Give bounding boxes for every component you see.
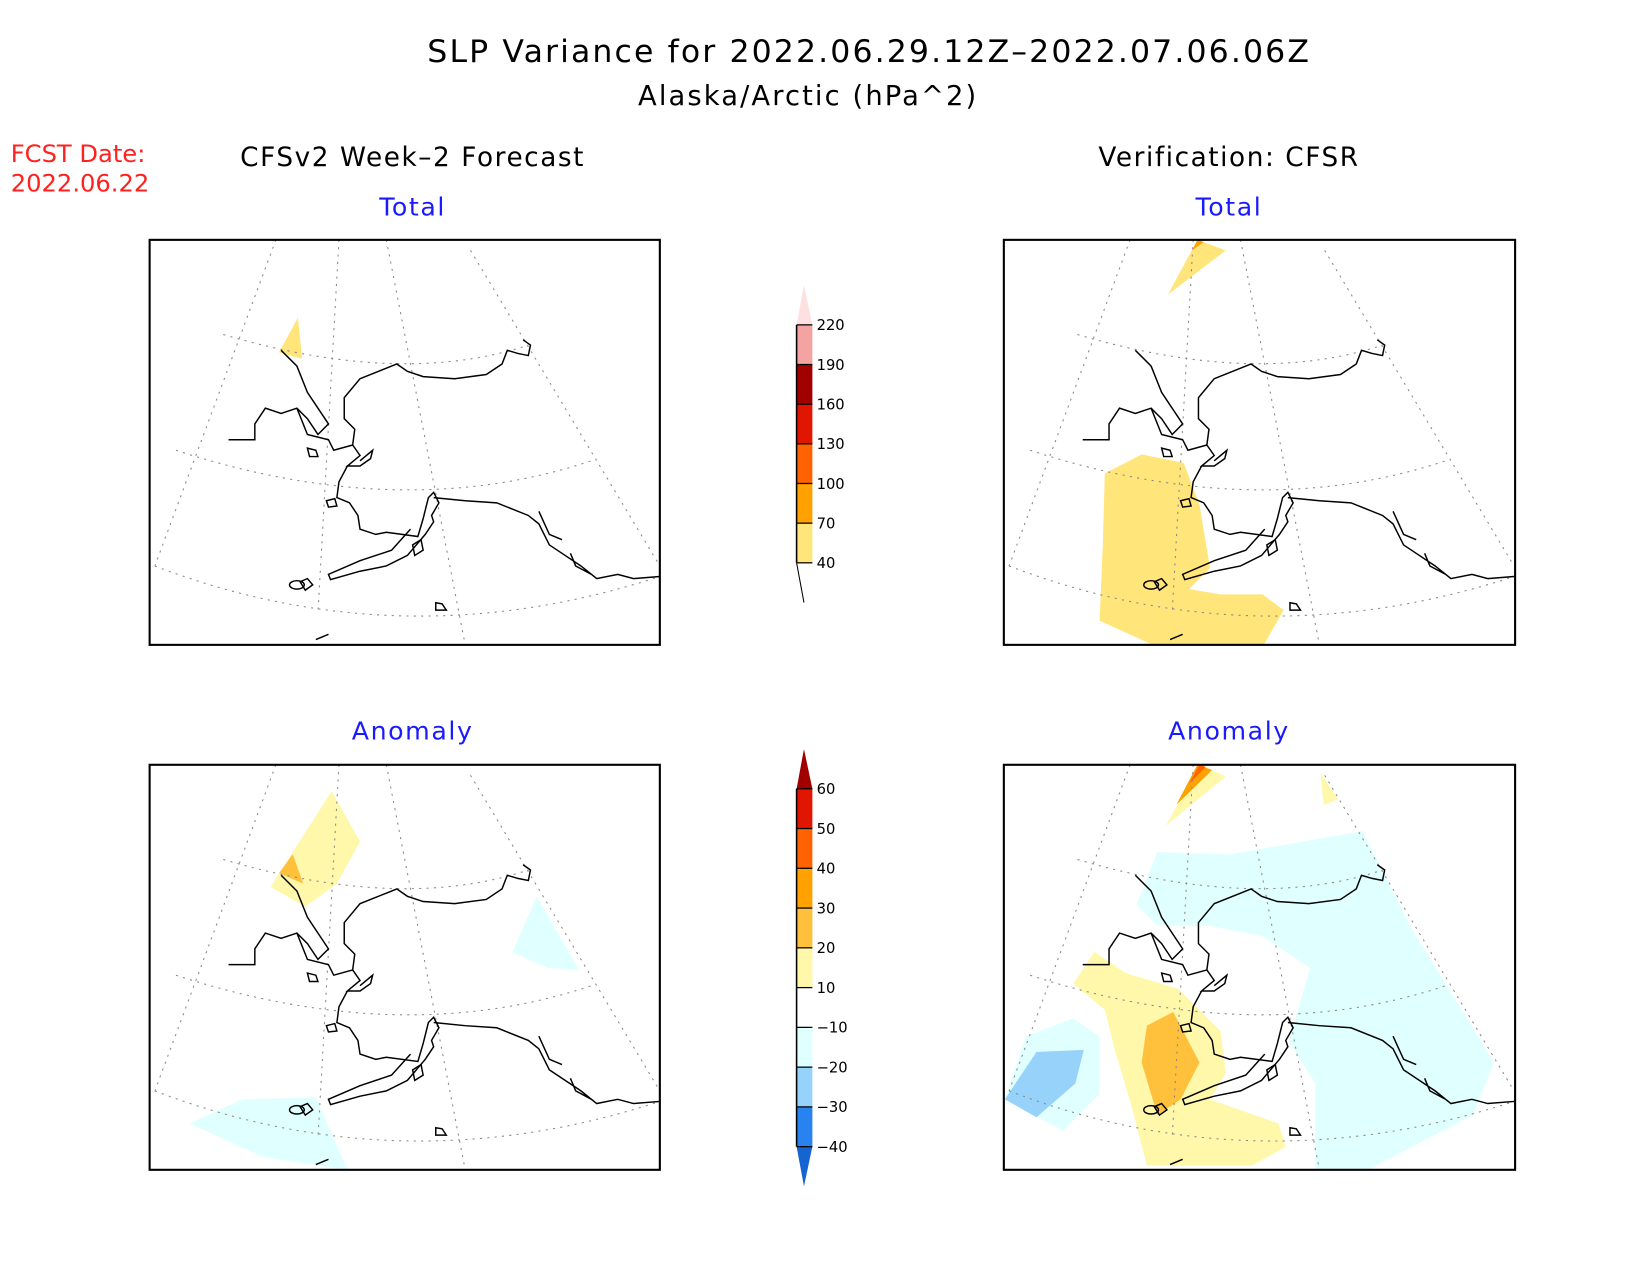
fill-10-20: [1320, 773, 1339, 805]
map-frame: [1002, 763, 1517, 1171]
colorbar-bottom-triangle: [796, 1146, 813, 1187]
total-colorbar: 40 70 100 130 160 190 220: [795, 285, 845, 603]
fill-70-100: [1192, 239, 1204, 251]
colorbar-tick-label: 130: [817, 436, 845, 453]
colorbar-top-triangle: [796, 285, 813, 325]
forecast-anomaly-title: Anomaly: [352, 717, 474, 746]
colorbar-segment: [796, 1067, 813, 1107]
colorbar-segment: [796, 443, 813, 484]
colorbar-tick-label: −30: [817, 1099, 848, 1116]
colorbar-tick-label: 30: [817, 900, 836, 917]
anomaly-colorbar: −40 −30 −20 −10 10 20 30 40 50 60: [795, 749, 848, 1187]
colorbar-segment: [796, 908, 813, 948]
fill-10-20: [270, 791, 361, 907]
fill-neg10-neg20: [1136, 831, 1495, 1170]
map-frame: [148, 238, 661, 646]
colorbar-tick-label: 190: [817, 357, 845, 374]
fill-40-50: [1188, 764, 1206, 784]
colorbar-segment: [796, 1027, 813, 1068]
colorbar-tick-label: 50: [817, 821, 836, 838]
fill-20-30: [279, 854, 304, 884]
colorbar-tick-label: 20: [817, 940, 836, 957]
colorbar-tick-label: 60: [817, 781, 836, 798]
forecast-anomaly-map: [148, 763, 661, 1171]
forecast-total-title: Total: [378, 193, 446, 222]
fill-neg10-neg20: [189, 1097, 348, 1170]
colorbar-tick-label: −10: [817, 1020, 848, 1037]
fcst-date-value: 2022.06.22: [11, 169, 150, 197]
verification-header: Verification: CFSR: [1098, 143, 1359, 173]
chart-title: SLP Variance for 2022.06.29.12Z–2022.07.…: [427, 34, 1311, 70]
colorbar-segment: [796, 404, 813, 444]
fill-neg10-neg20: [512, 896, 579, 970]
fill-neg20-neg30: [1004, 1049, 1084, 1118]
colorbar-tick-label: 160: [817, 396, 845, 413]
colorbar-tick-label: −40: [817, 1139, 848, 1156]
colorbar-tick-label: 40: [817, 555, 836, 572]
colorbar-segment: [796, 947, 813, 988]
colorbar-segment: [796, 828, 813, 869]
colorbar-segment: [796, 324, 813, 365]
map-frame: [148, 763, 661, 1171]
fill-40-70: [279, 317, 303, 359]
verification-total-title: Total: [1195, 193, 1263, 222]
colorbar-segment: [796, 364, 813, 405]
map-frame: [1002, 238, 1517, 646]
colorbar-segment: [796, 788, 813, 829]
colorbar-tick-label: 220: [817, 317, 845, 334]
colorbar-tick-label: 40: [817, 861, 836, 878]
colorbar-segment: [796, 523, 813, 563]
fill-30-40: [1176, 764, 1213, 805]
fill-20-30: [1141, 1012, 1200, 1116]
colorbar-top-triangle: [796, 749, 813, 789]
colorbar-segment: [796, 483, 813, 524]
fcst-date-label: FCST Date:: [11, 140, 146, 168]
colorbar-segment: [796, 868, 813, 909]
forecast-header: CFSv2 Week–2 Forecast: [240, 143, 585, 173]
verification-anomaly-map: [1002, 763, 1517, 1171]
colorbar-segment: [796, 987, 813, 1028]
colorbar-tick-label: 10: [817, 980, 836, 997]
colorbar-bottom-edge: [796, 562, 805, 603]
fill-40-70: [1167, 239, 1226, 295]
colorbar-segment: [796, 1106, 813, 1147]
chart-subtitle: Alaska/Arctic (hPa^2): [638, 81, 978, 112]
verification-anomaly-title: Anomaly: [1168, 717, 1290, 746]
fill-40-70: [1099, 454, 1284, 645]
colorbar-tick-label: 70: [817, 515, 836, 532]
verification-total-map: [1002, 238, 1517, 646]
colorbar-tick-label: −20: [817, 1059, 848, 1076]
fill-10-20: [1165, 764, 1226, 826]
colorbar-tick-label: 100: [817, 476, 845, 493]
forecast-total-map: [148, 238, 661, 646]
